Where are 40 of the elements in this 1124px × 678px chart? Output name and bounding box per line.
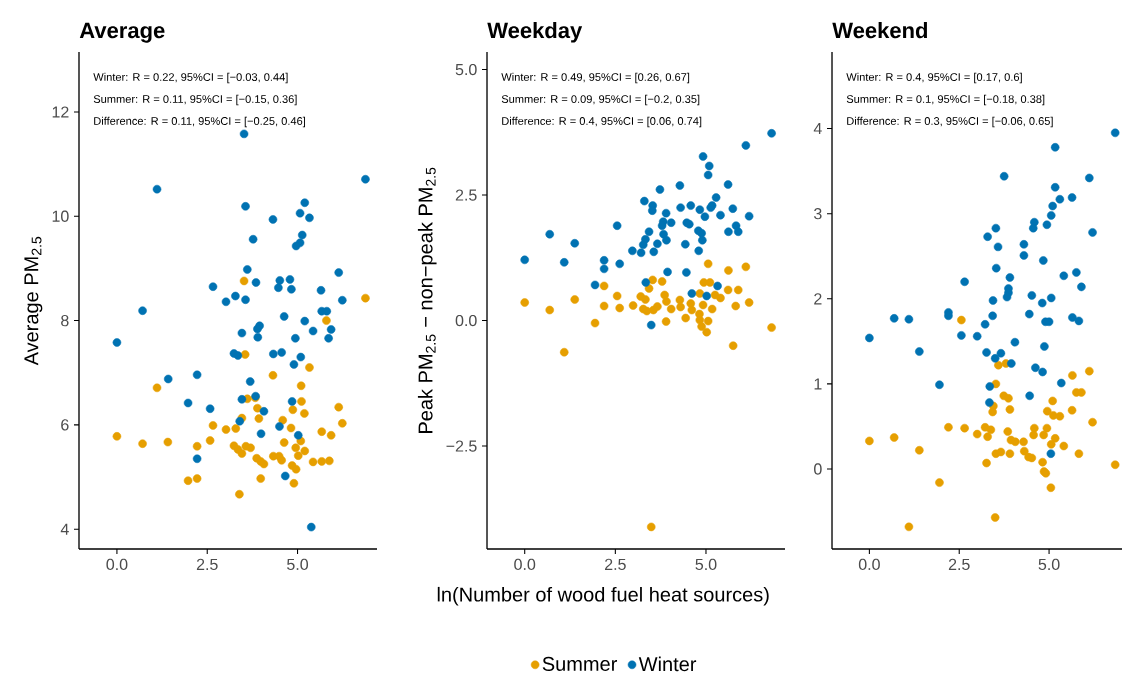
y-tick-label: 12	[52, 106, 69, 118]
y-axis-title: Peak PM$_{2.5}$ − non−peak PM$_{2.5}$	[417, 167, 437, 433]
x-tick-label: 5.0	[695, 558, 717, 571]
y-tick-label: 4	[813, 123, 822, 135]
y-tick-label: 6	[61, 419, 69, 431]
y-tick-label: 2.5	[455, 189, 477, 201]
annotation: Summer: R = 0.09, 95%CI = [−0.2, 0.35]	[501, 94, 700, 106]
x-tick-label: 5.0	[287, 558, 309, 571]
x-tick-label: 2.5	[196, 558, 218, 571]
y-tick-label: 10	[52, 210, 69, 222]
x-tick-label: 0.0	[514, 558, 536, 571]
x-tick-label: 0.0	[858, 558, 880, 571]
annotation: Difference: R = 0.3, 95%CI = [−0.06, 0.65]	[847, 116, 1053, 128]
annotation: Summer: R = 0.11, 95%CI = [−0.15, 0.36]	[93, 94, 297, 106]
y-tick-label: 8	[61, 314, 69, 327]
y-tick-label: 4	[60, 523, 69, 535]
annotation: Winter: R = 0.4, 95%CI = [0.17, 0.6]	[846, 72, 1022, 84]
x-tick-label: 5.0	[1038, 558, 1060, 571]
chart-title: Average	[79, 22, 165, 43]
x-tick-label: 0.0	[106, 558, 128, 571]
y-tick-label: 5.0	[455, 63, 477, 76]
annotation: Summer: R = 0.1, 95%CI = [−0.18, 0.38]	[846, 94, 1045, 106]
y-tick-label: −2.5	[446, 440, 477, 452]
x-tick-label: 2.5	[605, 558, 626, 571]
y-tick-label: 0.0	[455, 314, 477, 327]
y-tick-label: 0	[814, 463, 822, 475]
chart-title: Weekday	[487, 22, 583, 43]
y-tick-label: 3	[814, 208, 822, 220]
annotation: Winter: R = 0.22, 95%CI = [−0.03, 0.44]	[93, 72, 288, 84]
legend-label: Winter	[638, 656, 697, 672]
y-axis-title: Average PM$_{2.5}$	[24, 236, 43, 366]
y-tick-label: 1	[814, 378, 822, 390]
annotation: Winter: R = 0.49, 95%CI = [0.26, 0.67]	[501, 72, 690, 84]
chart-title: Weekend	[832, 22, 927, 39]
annotation: Difference: R = 0.4, 95%CI = [0.06, 0.74]	[502, 116, 702, 128]
x-tick-label: 2.5	[948, 558, 970, 571]
x-axis-title: ln(Number of wood fuel heat sources)	[437, 586, 769, 606]
legend-label: Summer	[542, 656, 618, 671]
y-tick-label: 2	[814, 293, 822, 305]
annotation: Difference: R = 0.11, 95%CI = [−0.25, 0.46]	[94, 116, 306, 128]
